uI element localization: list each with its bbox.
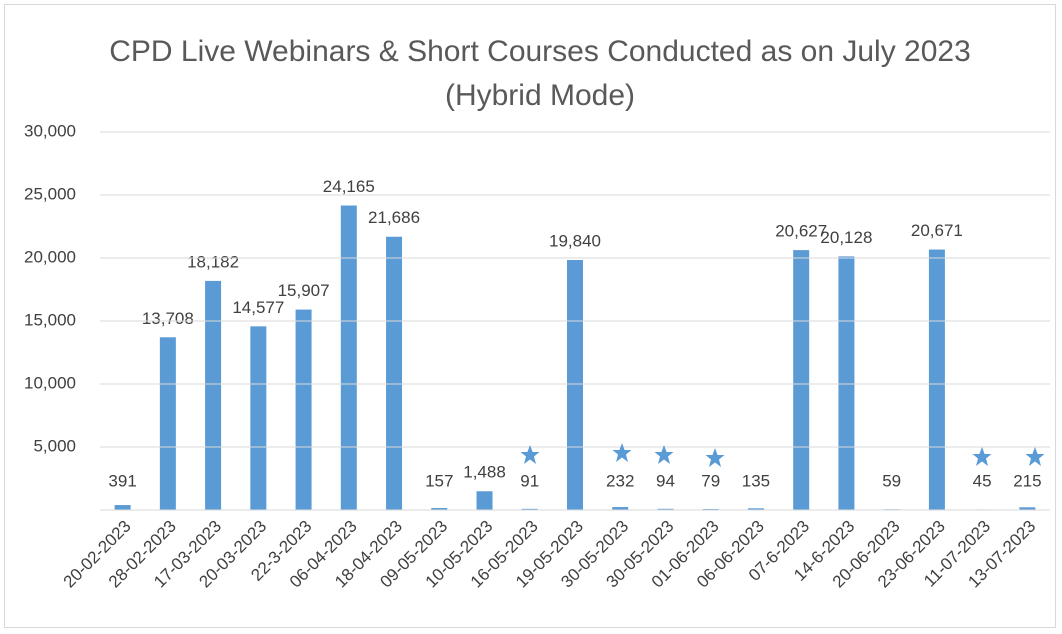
bar (114, 505, 131, 510)
bar (205, 280, 222, 510)
data-label: 20,128 (820, 228, 872, 247)
star-markers (520, 443, 1045, 467)
data-label: 13,708 (142, 309, 194, 328)
data-label: 21,686 (368, 208, 420, 227)
y-tick-label: 5,000 (33, 436, 76, 455)
data-label: 79 (701, 471, 720, 490)
chart-title: CPD Live Webinars & Short Courses Conduc… (109, 35, 971, 112)
bar (567, 260, 583, 510)
data-label: 20,627 (775, 222, 827, 241)
bar (159, 337, 176, 510)
data-label: 157 (425, 471, 453, 490)
data-label: 135 (742, 471, 770, 490)
bar (431, 508, 448, 510)
bar (521, 508, 538, 510)
bar (1019, 507, 1036, 510)
y-tick-label: 30,000 (24, 121, 76, 140)
bar (295, 309, 312, 510)
y-tick-label: 15,000 (24, 310, 76, 329)
data-label: 19,840 (549, 232, 601, 251)
bar (386, 236, 403, 510)
bar (612, 507, 629, 510)
bar (838, 256, 855, 510)
data-label: 24,165 (323, 177, 375, 196)
chart-frame (4, 4, 1056, 628)
data-label: 18,182 (187, 252, 239, 271)
data-label: 232 (606, 471, 634, 490)
data-label: 215 (1013, 471, 1041, 490)
star (654, 445, 674, 464)
y-tick-label: 10,000 (24, 373, 76, 392)
bar (657, 508, 674, 510)
star (612, 443, 632, 462)
bar (793, 250, 810, 510)
data-label: 94 (656, 471, 675, 490)
star (1025, 447, 1045, 466)
data-label: 14,577 (232, 298, 284, 317)
data-label: 391 (108, 471, 136, 490)
y-tick-label: 25,000 (24, 184, 76, 203)
bar (928, 249, 945, 510)
star (520, 445, 540, 464)
bar (250, 326, 267, 510)
data-label: 59 (882, 471, 901, 490)
data-label: 20,671 (911, 221, 963, 240)
star (705, 448, 725, 467)
bar (476, 491, 493, 510)
data-label: 45 (973, 471, 992, 490)
y-tick-label: 20,000 (24, 247, 76, 266)
data-label: 91 (520, 471, 539, 490)
data-label: 15,907 (278, 281, 330, 300)
bar (340, 205, 357, 510)
bar (747, 508, 764, 510)
data-label: 1,488 (463, 463, 506, 482)
star (972, 447, 992, 466)
